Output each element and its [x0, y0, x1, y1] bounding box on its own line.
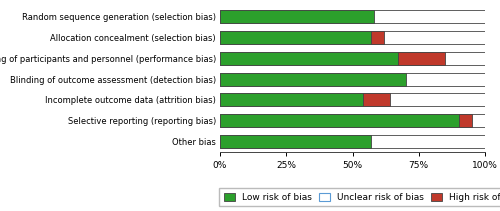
Bar: [220, 135, 371, 148]
Bar: [220, 31, 485, 44]
Bar: [363, 93, 390, 106]
Bar: [220, 93, 485, 106]
Bar: [220, 114, 458, 127]
Bar: [220, 114, 485, 127]
Bar: [220, 52, 485, 65]
Bar: [220, 73, 485, 86]
Bar: [398, 52, 445, 65]
Bar: [371, 31, 384, 44]
Bar: [220, 31, 371, 44]
Bar: [458, 114, 472, 127]
Bar: [220, 10, 374, 23]
Bar: [220, 73, 406, 86]
Legend: Low risk of bias, Unclear risk of bias, High risk of bias: Low risk of bias, Unclear risk of bias, …: [219, 188, 500, 207]
Bar: [220, 135, 485, 148]
Bar: [220, 52, 398, 65]
Bar: [220, 10, 485, 23]
Bar: [220, 93, 363, 106]
